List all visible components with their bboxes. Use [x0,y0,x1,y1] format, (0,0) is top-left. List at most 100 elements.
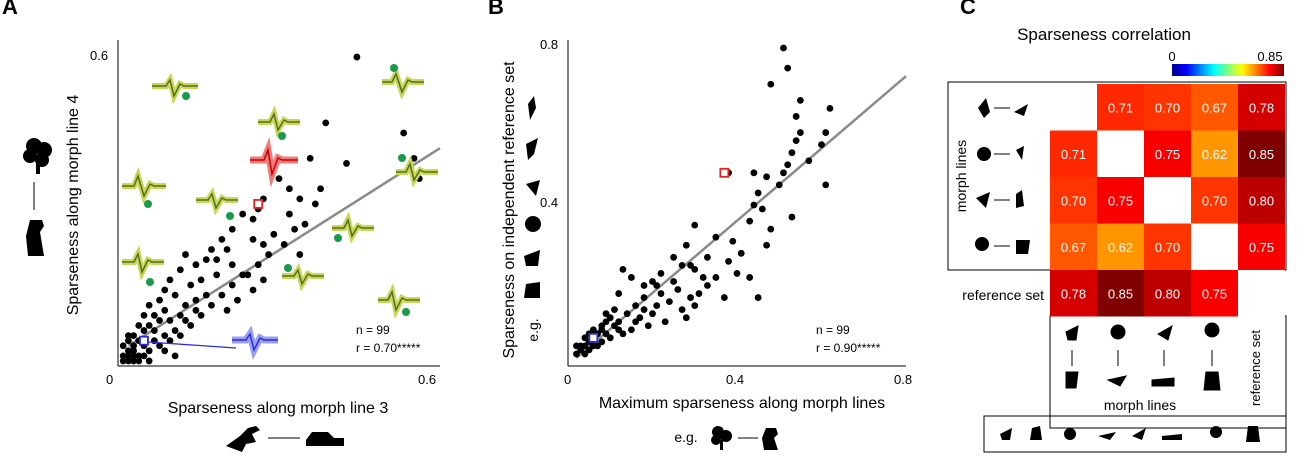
b-point [750,169,758,177]
panel-a-ytick-0: 0.6 [90,48,108,63]
penguin-small-icon [762,428,778,450]
penguin-icon [26,220,44,256]
b-point [767,225,775,233]
a-point [130,347,137,355]
b-point [615,326,623,334]
b-point [682,241,690,249]
b-point [699,274,707,281]
b-point [822,181,830,189]
heatmap-cell-label: 0.75 [1108,193,1133,208]
panel-a-highlights [139,199,264,346]
a-point [119,342,127,350]
heatmap-cell [1144,84,1191,131]
heatmap-cell [1050,84,1097,131]
heatmap-cell [1050,270,1097,317]
a-point [145,347,153,355]
colorbar-max: 0.85 [1257,49,1282,64]
a-point [285,210,293,218]
a-point [171,291,179,299]
b-point [763,241,770,249]
a-point [176,266,184,274]
b-point [695,290,703,297]
panel-b-xlabel: Maximum sparseness along morph lines [599,395,885,412]
b-highlight-blue [588,332,599,343]
a-point [353,53,361,61]
heatmap-cell [1238,270,1285,317]
a-point [119,357,127,365]
bird-icon [226,426,260,452]
a-point [119,352,127,360]
a-point [130,352,137,360]
heatmap-cell-label: 0.78 [1061,286,1086,301]
panel-letter-c: C [960,0,976,19]
heatmap-cell-label: 0.75 [1202,286,1227,301]
b-point [754,189,762,197]
b-point [623,310,631,318]
waveform-red-icon [250,137,298,188]
panel-b-xtick-0: 0 [564,372,571,387]
a-point [223,306,231,314]
b-point [611,322,618,330]
b-point [754,294,762,301]
b-point [767,80,775,88]
heatmap-cell [1097,177,1144,224]
a-point [228,281,236,289]
heatmap-cell [1050,223,1097,270]
car-icon [306,432,344,446]
a-point [124,332,132,340]
waveform-blue-icon [232,325,278,361]
b-point [729,237,737,245]
b-point [775,181,783,189]
heatmap: 0.71 0.70 0.67 0.78 0.71 0.75 0.62 0.85 0.70 0.75… [1050,84,1285,317]
b-point [674,286,682,293]
b-point [581,350,589,358]
a-point [182,301,189,309]
b-point [725,257,732,265]
heatmap-cell-label: 0.70 [1202,193,1227,208]
a-point [182,317,189,324]
b-point [632,318,639,326]
panel-b-ylabel: Sparseness on independent reference set [501,61,518,359]
a-point [140,352,148,360]
a-point [166,337,174,345]
a-point [182,251,189,258]
b-point [653,282,661,289]
a-point [150,311,158,319]
b-point [792,137,800,145]
tree-small-icon [711,426,732,450]
a-point [218,291,226,299]
b-point [598,338,606,346]
panel-a-ylabel: Sparseness along morph line 4 [65,95,82,316]
panel-b-highlights [588,167,730,343]
b-point [687,294,694,301]
b-point [784,64,792,72]
heatmap-cell [1238,130,1285,177]
a-point [400,129,408,137]
a-point [124,357,132,365]
a-point [296,195,304,203]
b-point [780,169,787,177]
a-point [124,337,132,345]
heatmap-cell [1191,177,1238,224]
a-point [192,261,200,269]
a-point [260,241,267,248]
b-highlight-red [719,167,730,178]
a-point [187,322,195,329]
blue-connector [147,341,237,349]
panel-c-title: Sparseness correlation [1017,25,1191,44]
heatmap-cell [1144,223,1191,270]
panel-a-annotation-r: r = 0.70***** [356,341,421,355]
heatmap-cell [1050,177,1097,224]
a-point [135,357,143,365]
reference-strip-icons [1000,426,1260,442]
b-point [750,201,758,209]
heatmap-cell [1144,270,1191,317]
b-point [649,278,656,285]
a-point [322,119,330,127]
a-point [187,281,195,289]
a-point [343,160,350,167]
heatmap-cell [1191,130,1238,177]
b-point [657,290,665,297]
a-point [140,327,148,334]
colorbar-min: 0 [1168,49,1175,64]
